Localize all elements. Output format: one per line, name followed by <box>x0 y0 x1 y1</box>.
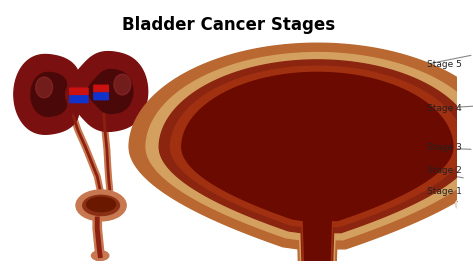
Ellipse shape <box>114 74 131 95</box>
Polygon shape <box>159 60 473 266</box>
Polygon shape <box>66 52 148 131</box>
Ellipse shape <box>35 77 53 98</box>
Ellipse shape <box>457 53 473 80</box>
Ellipse shape <box>465 147 473 162</box>
Text: Stage 4: Stage 4 <box>428 104 462 113</box>
Ellipse shape <box>465 99 473 110</box>
Ellipse shape <box>461 63 473 78</box>
Polygon shape <box>170 66 464 266</box>
Text: Bladder Cancer Stages: Bladder Cancer Stages <box>122 16 335 34</box>
Ellipse shape <box>468 148 473 161</box>
Ellipse shape <box>91 251 109 260</box>
Ellipse shape <box>461 177 467 182</box>
Polygon shape <box>182 72 453 266</box>
Ellipse shape <box>455 200 465 209</box>
Ellipse shape <box>467 110 473 123</box>
Text: Stage 2: Stage 2 <box>428 166 462 175</box>
Polygon shape <box>88 69 133 113</box>
Polygon shape <box>146 53 473 266</box>
Ellipse shape <box>462 54 473 78</box>
Ellipse shape <box>464 103 473 124</box>
FancyBboxPatch shape <box>94 93 108 100</box>
Text: Stage 1: Stage 1 <box>428 187 462 196</box>
FancyBboxPatch shape <box>70 96 88 103</box>
Text: Stage 3: Stage 3 <box>428 143 462 152</box>
Ellipse shape <box>83 195 120 215</box>
Ellipse shape <box>76 190 126 221</box>
FancyBboxPatch shape <box>94 85 108 92</box>
Ellipse shape <box>459 49 473 63</box>
Ellipse shape <box>466 54 473 76</box>
Ellipse shape <box>458 174 473 188</box>
Polygon shape <box>129 43 473 266</box>
Ellipse shape <box>457 202 461 205</box>
Ellipse shape <box>87 197 115 212</box>
Polygon shape <box>31 72 66 116</box>
Ellipse shape <box>467 152 473 161</box>
Ellipse shape <box>465 145 473 152</box>
Ellipse shape <box>468 104 473 123</box>
Text: Stage 5: Stage 5 <box>428 60 462 69</box>
Polygon shape <box>14 55 79 134</box>
FancyBboxPatch shape <box>70 88 88 95</box>
